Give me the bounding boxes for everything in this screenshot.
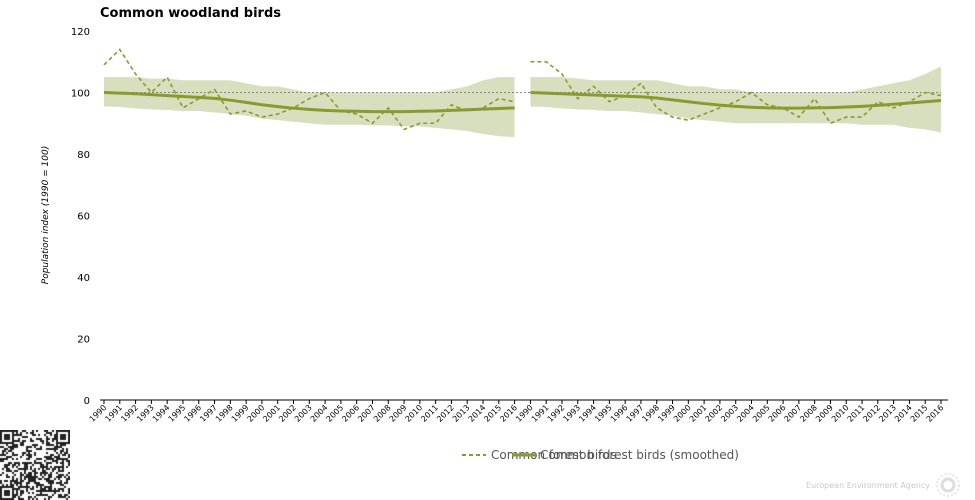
confidence-bands: [104, 66, 941, 138]
y-tick-label: 40: [77, 273, 90, 284]
y-tick-label: 20: [77, 335, 90, 346]
x-tick-label: 2003: [293, 403, 314, 424]
x-tick-label: 1992: [119, 403, 140, 424]
legend-label-raw: Common forest birds: [491, 448, 617, 462]
legend-label-smoothed: Common forest birds (smoothed): [540, 448, 739, 462]
x-tick-label: 2004: [735, 403, 756, 424]
y-tick-label: 0: [84, 396, 90, 407]
qr-code-icon: [0, 430, 70, 500]
x-axis-ticks: 1990199119921993199419951996199719981999…: [88, 400, 946, 424]
confidence-band: [104, 77, 515, 138]
confidence-band: [530, 66, 941, 133]
y-axis-label: Population index (1990 = 100): [41, 146, 51, 284]
y-tick-label: 80: [77, 150, 90, 161]
y-axis-ticks: 0 20 40 60 80 100 120: [71, 27, 90, 407]
x-tick-label: 1999: [230, 403, 251, 424]
series-lines: [103, 48, 942, 131]
y-tick-label: 60: [77, 212, 90, 223]
agency-name: European Environment Agency: [806, 481, 930, 490]
x-tick-label: 1996: [182, 403, 203, 424]
x-tick-label: 1990: [514, 403, 535, 424]
series-line-smoothed: [530, 91, 942, 110]
x-tick-label: 2015: [909, 403, 930, 424]
x-tick-label: 2011: [846, 403, 867, 424]
y-tick-label: 120: [71, 27, 90, 38]
x-tick-label: 2016: [925, 403, 946, 424]
eea-sun-icon: [940, 477, 956, 493]
x-tick-label: 1997: [625, 403, 646, 424]
eea-sun-rays-icon: [936, 473, 960, 497]
x-tick-label: 2010: [404, 403, 425, 424]
chart-title: Common woodland birds: [100, 6, 281, 21]
y-tick-label: 100: [71, 89, 90, 100]
legend: Common forest birds Common forest birds …: [462, 448, 739, 462]
series-line-raw: [530, 60, 942, 125]
eea-logo: [936, 473, 960, 497]
series-line-smoothed: [103, 91, 515, 114]
